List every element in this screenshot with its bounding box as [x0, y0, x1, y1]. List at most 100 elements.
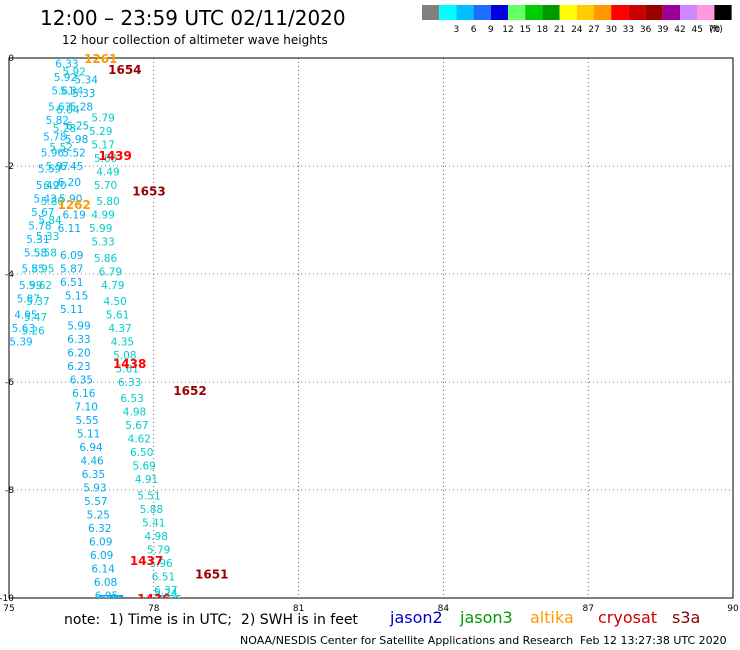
pass-time-label: 1437: [130, 554, 163, 568]
wave-height-point: 5.86: [94, 253, 118, 265]
wave-height-point: 6.94: [79, 442, 103, 454]
wave-height-point: 5.08: [113, 350, 136, 362]
colorbar-bin: [662, 5, 680, 20]
wave-height-point: 5.63: [48, 102, 71, 114]
y-tick-label: -10: [0, 594, 14, 604]
wave-height-point: 5.39: [9, 337, 32, 349]
wave-height-point: 6.51: [152, 571, 175, 583]
colorbar-tick-label: 12: [502, 25, 513, 35]
page-subtitle: 12 hour collection of altimeter wave hei…: [62, 33, 328, 47]
wave-height-point: 6.13: [99, 594, 122, 606]
wave-height-point: 5.92: [62, 67, 85, 79]
generated-timestamp: Feb 12 13:27:38 UTC 2020: [580, 634, 727, 647]
wave-height-point: 5.61: [116, 364, 139, 376]
wave-height-point: 6.08: [94, 577, 117, 589]
wave-height-point: 5.61: [106, 310, 129, 322]
colorbar-bin: [559, 5, 577, 20]
colorbar-bin: [542, 5, 560, 20]
wave-height-point: 5.98: [65, 134, 88, 146]
colorbar-bin: [594, 5, 612, 20]
wave-height-point: 5.33: [36, 231, 59, 243]
wave-height-point: 6.19: [62, 210, 85, 222]
colorbar-bin: [697, 5, 715, 20]
wave-height-point: 5.25: [87, 509, 110, 521]
wave-height-point: 5.49: [36, 180, 59, 192]
wave-height-point: 4.95: [14, 310, 37, 322]
y-tick-label: -8: [5, 486, 14, 496]
wave-height-point: 6.53: [120, 393, 143, 405]
x-tick-label: 78: [148, 604, 160, 614]
wave-height-point: 6.14: [91, 563, 115, 575]
wave-height-point: 5.34: [75, 75, 99, 87]
colorbar-bin: [645, 5, 663, 20]
pass-time-label: 1438: [113, 357, 146, 371]
legend-cryosat: cryosat: [598, 608, 658, 627]
pass-time-label: 1654: [108, 63, 141, 77]
colorbar-tick-label: 6: [471, 25, 477, 35]
wave-height-point: 5.47: [24, 312, 47, 324]
wave-height-point: 5.84: [38, 215, 62, 227]
wave-height-point: 5.58: [24, 247, 47, 259]
wave-height-point: 6.71: [103, 594, 126, 606]
colorbar-tick-label: 42: [674, 25, 685, 35]
colorbar-bin: [439, 5, 457, 20]
colorbar-tick-label: 15: [519, 25, 530, 35]
wave-height-point: 5.62: [29, 280, 52, 292]
colorbar-tick-label: 30: [605, 25, 617, 35]
wave-height-point: 5.92: [54, 72, 77, 84]
wave-height-point: 5.37: [26, 296, 49, 308]
wave-height-point: 5.28: [70, 102, 93, 114]
colorbar-tick-label: 70: [709, 25, 721, 35]
wave-height-point: 6.35: [82, 469, 105, 481]
wave-height-point: 5.93: [83, 482, 106, 494]
wave-height-point: 5.60: [94, 153, 117, 165]
wave-height-point: 5.97: [46, 161, 69, 173]
wave-height-point: 6.85: [101, 594, 124, 606]
colorbar-tick-label: 36: [640, 25, 652, 35]
wave-height-point: 5.57: [84, 496, 107, 508]
wave-height-point: 4.79: [101, 280, 124, 292]
colorbar-tick-label: 18: [537, 25, 549, 35]
pass-time-label: 1652: [173, 384, 206, 398]
colorbar-bin: [628, 5, 646, 20]
legend-jason3: jason3: [460, 608, 513, 627]
colorbar-tick-label: 9: [488, 25, 494, 35]
wave-height-point: 5.58: [34, 247, 57, 259]
legend-jason2: jason2: [390, 608, 443, 627]
pass-time-label: 1262: [57, 198, 90, 212]
colorbar-bin: [714, 5, 732, 20]
pass-time-label: 1653: [132, 184, 165, 198]
wave-height-point: 5.85: [21, 264, 44, 276]
wave-height-point: 6.35: [70, 374, 93, 386]
wave-height-point: 6.64: [157, 594, 181, 606]
data-layer: 6.335.925.615.635.825.785.965.595.495.43…: [9, 52, 228, 606]
wave-height-point: 5.26: [21, 326, 45, 338]
wave-height-point: 4.35: [111, 337, 134, 349]
wave-height-point: 5.96: [149, 558, 173, 570]
plot-frame: [8, 57, 734, 599]
colorbar-bin: [473, 5, 491, 20]
x-tick-label: 81: [293, 604, 304, 614]
wave-height-point: 5.80: [41, 196, 64, 208]
y-tick-label: 0: [8, 54, 14, 64]
wave-height-point: 6.23: [67, 361, 90, 373]
wave-height-point: 5.33: [91, 237, 114, 249]
wave-height-point: 5.78: [43, 131, 66, 143]
wave-height-point: 5.99: [19, 280, 42, 292]
wave-height-point: 6.33: [118, 377, 141, 389]
wave-height-point: 4.37: [108, 323, 131, 335]
wave-height-point: 5.28: [53, 123, 76, 135]
wave-height-point: 5.95: [31, 264, 54, 276]
wave-height-point: 5.15: [65, 291, 88, 303]
wave-height-point: 7.10: [75, 401, 98, 413]
wave-height-point: 5.52: [62, 148, 85, 160]
wave-height-point: 6.20: [43, 180, 66, 192]
wave-height-point: 4.98: [145, 531, 168, 543]
wave-height-point: 6.33: [55, 58, 78, 70]
colorbar-tick-label: 27: [588, 25, 599, 35]
wave-height-point: 6.09: [89, 536, 112, 548]
wave-height-point: 5.70: [94, 180, 117, 192]
y-tick-label: -6: [5, 378, 14, 388]
colorbar-tick-label: 45: [691, 25, 702, 35]
legend-s3a: s3a: [672, 608, 701, 627]
